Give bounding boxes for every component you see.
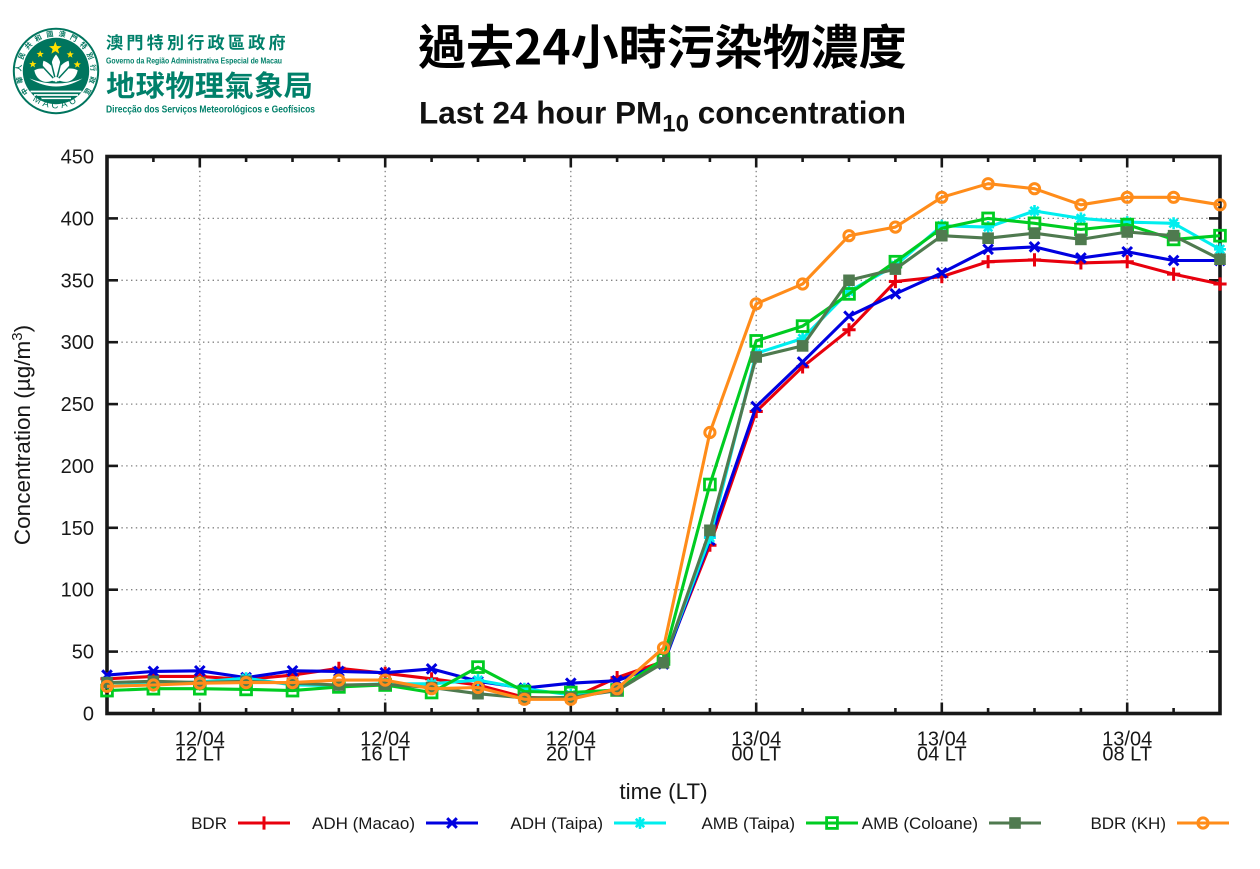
svg-text:12/04: 12/04 bbox=[175, 728, 225, 750]
svg-text:12/04: 12/04 bbox=[546, 728, 596, 750]
svg-text:13/04: 13/04 bbox=[1102, 728, 1152, 750]
svg-text:ADH (Taipa): ADH (Taipa) bbox=[510, 814, 603, 833]
svg-text:ADH (Macao): ADH (Macao) bbox=[312, 814, 415, 833]
svg-text:Direcção dos Serviços Meteorol: Direcção dos Serviços Meteorológicos e G… bbox=[106, 105, 315, 116]
svg-text:400: 400 bbox=[61, 208, 94, 230]
svg-text:350: 350 bbox=[61, 270, 94, 292]
svg-text:12/04: 12/04 bbox=[360, 728, 410, 750]
svg-text:AMB (Taipa): AMB (Taipa) bbox=[701, 814, 795, 833]
svg-text:13/04: 13/04 bbox=[917, 728, 967, 750]
svg-text:Last 24 hour PM10 concentratio: Last 24 hour PM10 concentration bbox=[419, 95, 906, 138]
svg-text:450: 450 bbox=[61, 147, 94, 169]
svg-text:0: 0 bbox=[83, 704, 94, 726]
svg-text:BDR: BDR bbox=[191, 814, 227, 833]
svg-text:04 LT: 04 LT bbox=[917, 744, 967, 766]
svg-text:AMB (Coloane): AMB (Coloane) bbox=[862, 814, 978, 833]
svg-text:250: 250 bbox=[61, 394, 94, 416]
svg-text:300: 300 bbox=[61, 332, 94, 354]
svg-text:13/04: 13/04 bbox=[731, 728, 781, 750]
svg-text:200: 200 bbox=[61, 456, 94, 478]
svg-text:time (LT): time (LT) bbox=[619, 779, 707, 804]
svg-text:Governo da Região Administrati: Governo da Região Administrativa Especia… bbox=[106, 57, 282, 66]
svg-text:BDR (KH): BDR (KH) bbox=[1090, 814, 1166, 833]
svg-text:100: 100 bbox=[61, 580, 94, 602]
svg-text:00 LT: 00 LT bbox=[731, 744, 781, 766]
svg-text:Concentration (µg/m3): Concentration (µg/m3) bbox=[9, 325, 35, 545]
svg-text:16 LT: 16 LT bbox=[360, 744, 410, 766]
svg-text:12 LT: 12 LT bbox=[175, 744, 225, 766]
svg-text:150: 150 bbox=[61, 518, 94, 540]
svg-text:50: 50 bbox=[72, 642, 94, 664]
svg-text:08 LT: 08 LT bbox=[1102, 744, 1152, 766]
svg-text:20 LT: 20 LT bbox=[546, 744, 596, 766]
